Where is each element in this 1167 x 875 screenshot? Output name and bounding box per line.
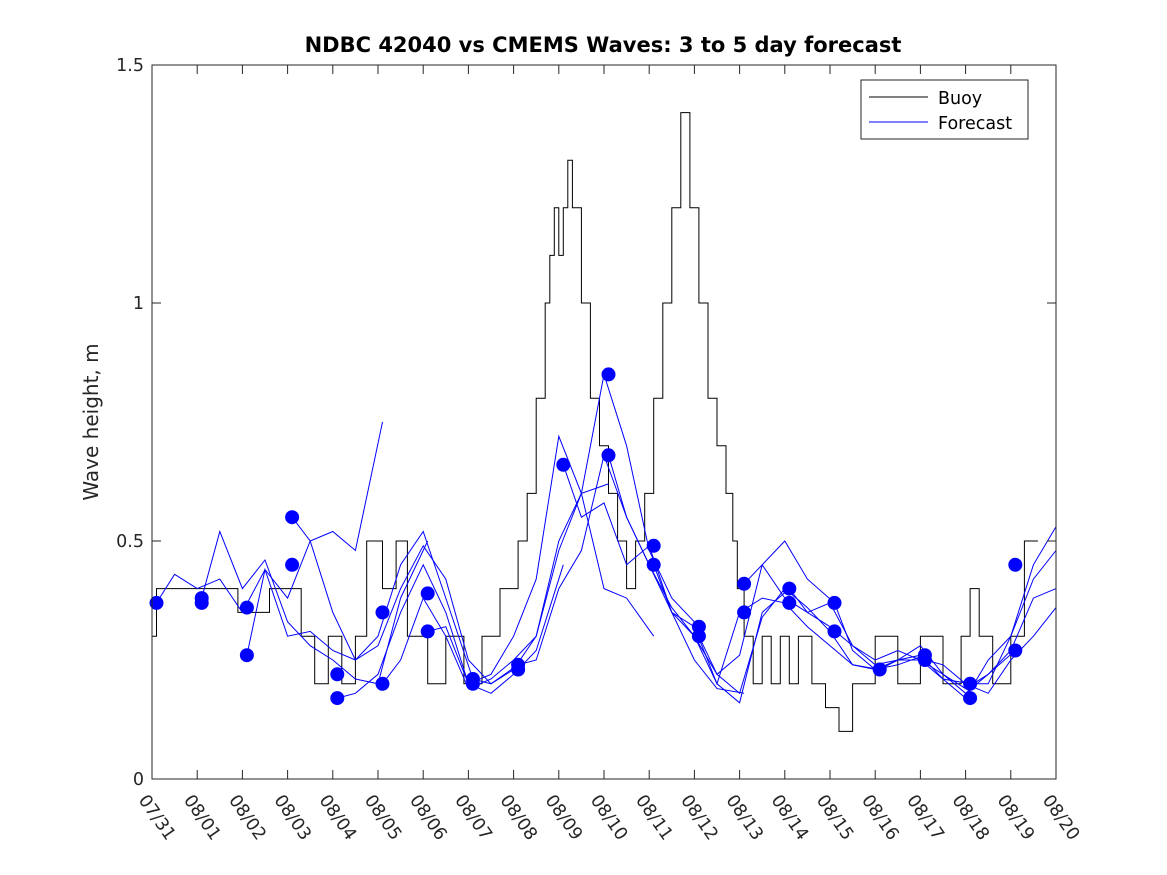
- forecast-marker: [646, 538, 661, 553]
- forecast-series-line-2: [201, 529, 429, 685]
- x-tick-label: 08/09: [541, 791, 586, 844]
- chart-title: NDBC 42040 vs CMEMS Waves: 3 to 5 day fo…: [305, 33, 902, 57]
- x-tick-label: 08/13: [722, 791, 767, 844]
- forecast-marker: [285, 510, 300, 525]
- forecast-marker: [782, 595, 797, 610]
- x-tick-label: 07/31: [134, 791, 179, 844]
- forecast-marker: [963, 691, 978, 706]
- x-tick-label: 08/08: [496, 791, 541, 844]
- x-tick-label: 08/14: [767, 791, 812, 844]
- forecast-marker: [239, 648, 254, 663]
- forecast-marker: [556, 457, 571, 472]
- x-tick-label: 08/18: [948, 791, 993, 844]
- y-axis-label: Wave height, m: [79, 343, 103, 500]
- x-tick-label: 08/11: [631, 791, 676, 844]
- forecast-marker: [827, 595, 842, 610]
- legend-forecast-label: Forecast: [938, 114, 1012, 134]
- x-tick-label: 08/06: [405, 791, 450, 844]
- y-axis-ticks: 0 0.5 1 1.5: [116, 56, 1056, 790]
- forecast-marker: [737, 605, 752, 620]
- forecast-marker: [782, 581, 797, 596]
- buoy-series-layer: [152, 112, 1038, 732]
- forecast-marker: [420, 586, 435, 601]
- forecast-marker: [465, 676, 480, 691]
- forecast-marker: [375, 676, 390, 691]
- forecast-marker: [827, 624, 842, 639]
- forecast-marker: [149, 595, 164, 610]
- forecast-marker: [917, 653, 932, 667]
- buoy-series-line: [152, 112, 1038, 732]
- x-tick-label: 08/10: [586, 791, 631, 844]
- legend: Buoy Forecast: [860, 79, 1029, 140]
- forecast-marker: [330, 667, 345, 682]
- forecast-series-line-6: [382, 483, 609, 690]
- x-tick-label: 08/12: [676, 791, 721, 844]
- y-tick-label: 0.5: [116, 532, 144, 552]
- x-tick-label: 08/03: [270, 791, 315, 844]
- y-tick-label: 0: [133, 770, 144, 790]
- forecast-marker: [601, 448, 616, 463]
- x-tick-label: 08/02: [224, 791, 269, 844]
- forecast-marker: [285, 557, 300, 572]
- x-tick-label: 08/19: [993, 791, 1038, 844]
- forecast-marker-layer: [149, 367, 1023, 706]
- forecast-marker: [691, 629, 706, 644]
- forecast-series-line-7: [427, 434, 655, 685]
- forecast-marker: [963, 676, 978, 691]
- legend-buoy-label: Buoy: [938, 89, 982, 109]
- forecast-marker: [646, 557, 661, 572]
- y-tick-label: 1: [133, 294, 144, 314]
- x-tick-label: 08/07: [450, 791, 495, 844]
- forecast-marker: [1008, 557, 1023, 572]
- forecast-marker: [194, 595, 209, 610]
- forecast-marker: [601, 367, 616, 382]
- forecast-marker: [872, 662, 887, 677]
- x-tick-label: 08/05: [360, 791, 405, 844]
- forecast-marker: [1008, 643, 1023, 658]
- forecast-series-line-16: [834, 526, 1057, 699]
- forecast-series-line-19: [970, 550, 1057, 685]
- x-tick-label: 08/17: [902, 791, 947, 844]
- forecast-marker: [330, 691, 345, 706]
- x-tick-label: 08/15: [812, 791, 857, 844]
- x-tick-label: 08/16: [857, 791, 902, 844]
- y-tick-label: 1.5: [116, 56, 144, 76]
- forecast-marker: [420, 624, 435, 639]
- forecast-series-line-18: [924, 607, 1057, 694]
- forecast-series-line-4: [291, 516, 519, 685]
- forecast-marker: [239, 600, 254, 615]
- forecast-marker: [737, 576, 752, 591]
- forecast-series-line-12: [653, 564, 880, 686]
- x-tick-label: 08/04: [315, 791, 360, 844]
- forecast-marker: [511, 662, 526, 677]
- forecast-series-layer: [156, 374, 1057, 704]
- forecast-marker: [375, 605, 390, 620]
- legend-box: [860, 79, 1029, 140]
- x-tick-label: 08/01: [179, 791, 224, 844]
- x-tick-label: 08/20: [1038, 791, 1083, 844]
